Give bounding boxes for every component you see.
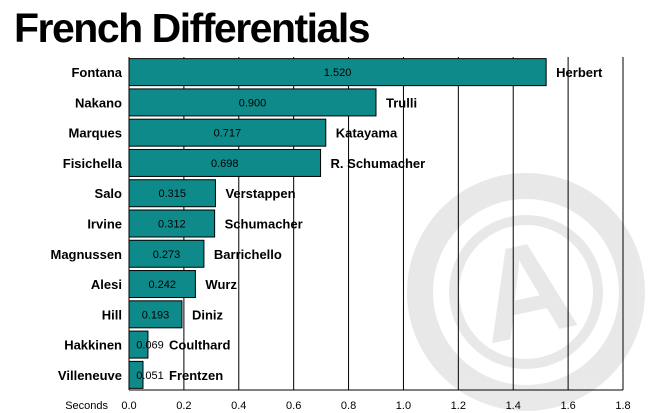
bar-end-label: Herbert xyxy=(556,65,603,80)
category-label: Hill xyxy=(102,307,122,322)
bar xyxy=(128,88,377,117)
value-label: 0.312 xyxy=(158,219,186,231)
category-label: Villeneuve xyxy=(58,368,122,383)
bar xyxy=(128,118,327,147)
x-tick-label: 0.8 xyxy=(341,400,356,412)
bar-end-label: Katayama xyxy=(336,126,398,141)
bar xyxy=(128,179,216,208)
bar-end-label: Diniz xyxy=(192,307,224,322)
x-tick-label: 1.0 xyxy=(396,400,411,412)
bar-end-label: Trulli xyxy=(386,95,417,110)
x-tick-label: 1.2 xyxy=(451,400,466,412)
value-label: 0.051 xyxy=(136,370,164,382)
value-label: 0.193 xyxy=(142,309,170,321)
bar-end-label: Wurz xyxy=(205,277,237,292)
value-label: 0.315 xyxy=(158,188,186,200)
value-label: 0.698 xyxy=(211,158,239,170)
bar xyxy=(128,148,322,177)
category-label: Salo xyxy=(95,186,123,201)
bar xyxy=(128,270,196,299)
x-tick-label: 0.2 xyxy=(176,400,191,412)
bars xyxy=(128,58,547,389)
category-label: Fisichella xyxy=(63,156,123,171)
value-label: 0.900 xyxy=(239,97,267,109)
value-label: 0.273 xyxy=(153,249,181,261)
x-tick-label: 0.0 xyxy=(121,400,136,412)
category-label: Nakano xyxy=(75,95,122,110)
watermark-logo: A xyxy=(407,173,645,411)
x-tick-label: 1.6 xyxy=(560,400,575,412)
x-tick-label: 0.4 xyxy=(231,400,246,412)
bar-end-label: Barrichello xyxy=(214,247,282,262)
labels: Fontana 1.520 Herbert Nakano 0.900 Trulli Marq… xyxy=(50,65,603,383)
category-label: Alesi xyxy=(91,277,122,292)
x-tick-label: 1.8 xyxy=(615,400,630,412)
category-label: Marques xyxy=(69,126,122,141)
bar xyxy=(128,58,547,87)
bar-end-label: Frentzen xyxy=(169,368,223,383)
category-label: Fontana xyxy=(71,65,122,80)
bar-end-label: R. Schumacher xyxy=(331,156,426,171)
bar xyxy=(128,300,183,329)
x-axis: Seconds 0.0 0.2 0.4 0.6 0.8 1.0 1.2 1.4 1.6 1.8 xyxy=(65,57,631,412)
x-tick-label: 1.4 xyxy=(506,400,521,412)
category-label: Magnussen xyxy=(50,247,122,262)
bar-end-label: Verstappen xyxy=(225,186,295,201)
value-label: 0.717 xyxy=(214,128,242,140)
chart-title: French Differentials xyxy=(14,5,371,51)
value-label: 0.069 xyxy=(136,340,164,352)
bar-end-label: Coulthard xyxy=(169,338,230,353)
value-label: 0.242 xyxy=(148,279,176,291)
x-tick-label: 0.6 xyxy=(286,400,301,412)
x-axis-label: Seconds xyxy=(65,400,108,412)
bar-end-label: Schumacher xyxy=(225,217,303,232)
value-label: 1.520 xyxy=(324,67,352,79)
bar xyxy=(128,209,216,238)
category-label: Hakkinen xyxy=(64,338,122,353)
category-label: Irvine xyxy=(87,217,122,232)
